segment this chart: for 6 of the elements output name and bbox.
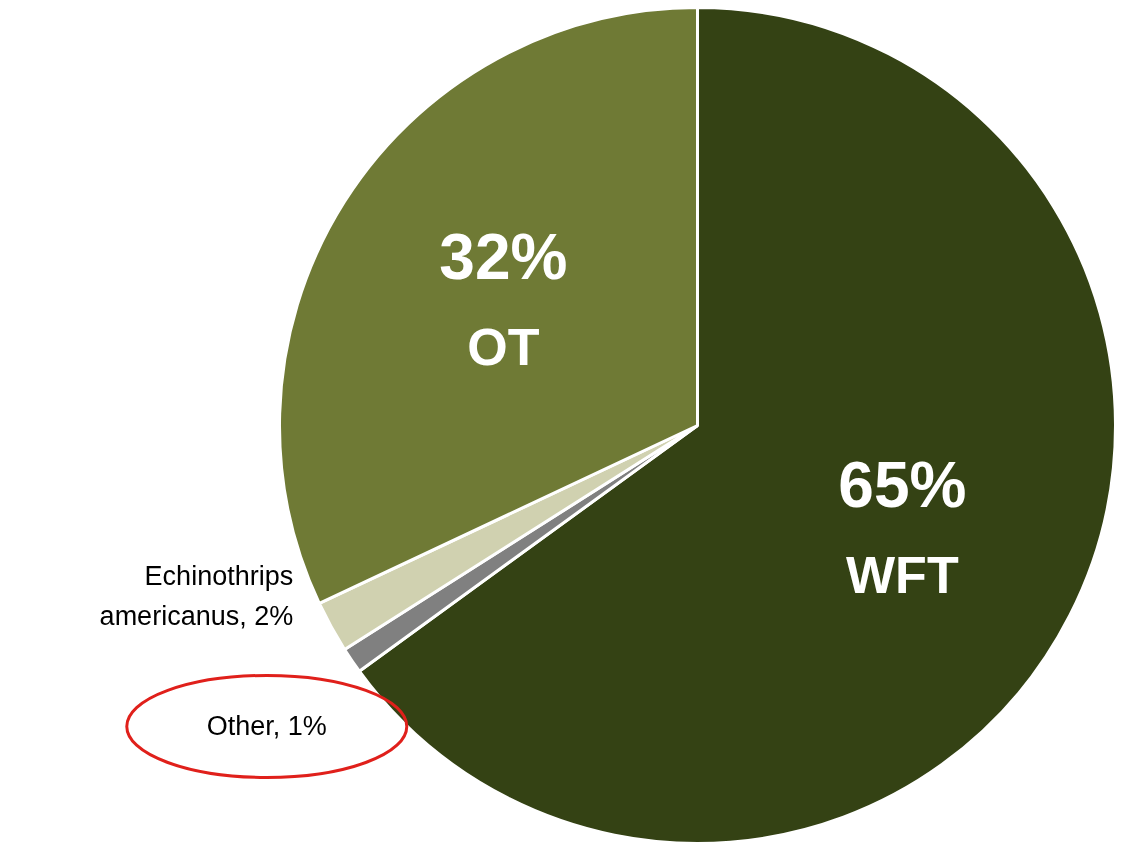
slice-label: Echinothrips americanus, 2% bbox=[99, 560, 294, 632]
data-label: 65% bbox=[838, 448, 967, 521]
data-label: 32% bbox=[439, 221, 568, 294]
slice-label: WFT bbox=[846, 545, 959, 604]
slice-label: Other, 1% bbox=[206, 711, 327, 742]
slice-label: OT bbox=[467, 318, 540, 377]
